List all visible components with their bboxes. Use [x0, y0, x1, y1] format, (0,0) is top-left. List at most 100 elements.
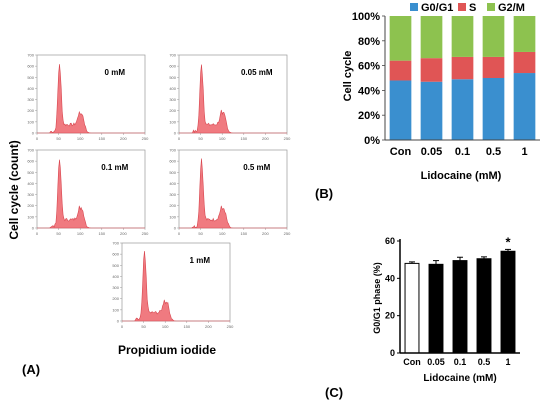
- histogram-x-tick-label: 250: [284, 136, 291, 141]
- histogram-x-tick-label: 50: [198, 136, 203, 141]
- stacked-bar-segment: [482, 78, 505, 140]
- g0g1-y-tick-label: 20: [385, 311, 395, 321]
- legend-swatch: [487, 3, 495, 11]
- g0g1-y-tick-label: 40: [385, 273, 395, 283]
- g0g1-bar: [452, 260, 468, 354]
- histogram-y-tick-label: 200: [169, 108, 176, 113]
- histogram-y-tick-label: 100: [169, 214, 176, 219]
- histogram-y-tick-label: 0: [32, 131, 35, 136]
- histogram-y-tick-label: 600: [169, 64, 176, 69]
- histogram-1: 0 100 200 300 400 500 600 700 0 50 100 150 200 250 0 m…: [27, 53, 149, 142]
- stacked-chart-y-axis-label: Cell cycle: [342, 51, 354, 102]
- stacked-bar-segment: [420, 58, 443, 82]
- histogram-y-tick-label: 0: [117, 319, 120, 324]
- histogram-area: [179, 64, 287, 134]
- histogram-y-tick-label: 200: [169, 203, 176, 208]
- histogram-frame: [121, 242, 231, 322]
- histogram-y-tick-label: 500: [27, 75, 34, 80]
- histogram-y-tick-label: 700: [112, 241, 119, 246]
- histogram-x-tick-label: 100: [77, 136, 84, 141]
- significance-marker: *: [505, 234, 511, 249]
- histogram-x-tick-label: 250: [142, 136, 149, 141]
- legend-label: G0/G1: [421, 2, 453, 14]
- histogram-y-tick-label: 600: [27, 159, 34, 164]
- histogram-y-tick-label: 600: [27, 64, 34, 69]
- stacked-y-tick-label: 20%: [358, 110, 380, 122]
- histogram-y-tick-label: 400: [112, 274, 119, 279]
- stacked-chart-x-axis-label: Lidocaine (mM): [421, 170, 502, 182]
- histogram-y-tick-label: 0: [174, 131, 177, 136]
- g0g1-bar: [476, 258, 492, 354]
- histogram-concentration-label: 0.05 mM: [241, 68, 273, 77]
- histogram-y-tick-label: 200: [27, 203, 34, 208]
- panel-label-a: (A): [22, 362, 40, 377]
- g0g1-x-tick-label: 0.05: [427, 357, 445, 367]
- histogram-x-tick-label: 150: [240, 231, 247, 236]
- stacked-bar-segment: [482, 56, 505, 78]
- histogram-y-tick-label: 0: [32, 226, 35, 231]
- histogram-y-tick-label: 300: [112, 285, 119, 290]
- stacked-y-tick-label: 40%: [358, 85, 380, 97]
- histogram-x-tick-label: 250: [142, 231, 149, 236]
- histogram-x-tick-label: 250: [284, 231, 291, 236]
- histogram-x-tick-label: 250: [227, 324, 234, 329]
- histogram-x-tick-label: 200: [120, 231, 127, 236]
- histogram-concentration-label: 0.5 mM: [243, 163, 270, 172]
- histogram-x-tick-label: 200: [262, 136, 269, 141]
- histogram-y-tick-label: 0: [174, 226, 177, 231]
- histogram-frame: [178, 149, 288, 229]
- panel-label-c: (C): [325, 385, 343, 400]
- stacked-bar-segment: [513, 73, 536, 140]
- histogram-y-tick-label: 700: [169, 53, 176, 58]
- stacked-bar-segment: [513, 51, 536, 74]
- histogram-x-tick-label: 50: [56, 231, 61, 236]
- histogram-x-tick-label: 0: [178, 136, 181, 141]
- stacked-y-tick-label: 0%: [364, 135, 380, 147]
- histogram-y-axis-label: Cell cycle (count): [7, 140, 21, 239]
- histogram-area: [37, 64, 145, 134]
- histogram-y-tick-label: 400: [27, 86, 34, 91]
- histogram-y-tick-label: 600: [112, 252, 119, 257]
- histogram-y-tick-label: 100: [169, 119, 176, 124]
- legend-label: S: [469, 2, 476, 14]
- histogram-y-tick-label: 400: [169, 181, 176, 186]
- histogram-area: [179, 158, 287, 229]
- stacked-y-tick-label: 80%: [358, 36, 380, 48]
- g0g1-bar: [428, 263, 444, 354]
- histogram-5: 0 100 200 300 400 500 600 700 0 50 100 150 200 250 1 m…: [112, 241, 234, 330]
- histogram-y-tick-label: 500: [169, 170, 176, 175]
- legend-swatch: [458, 3, 466, 11]
- g0g1-y-tick-label: 60: [385, 236, 395, 246]
- histogram-y-tick-label: 200: [27, 108, 34, 113]
- histogram-y-tick-label: 100: [27, 119, 34, 124]
- histogram-x-tick-label: 50: [56, 136, 61, 141]
- stacked-bar-segment: [389, 80, 412, 140]
- legend-swatch: [410, 3, 418, 11]
- stacked-bar-segment: [389, 60, 412, 81]
- histogram-area: [122, 250, 230, 322]
- histogram-frame: [36, 149, 146, 229]
- g0g1-bar: [500, 250, 516, 354]
- histogram-y-tick-label: 400: [27, 181, 34, 186]
- histogram-x-tick-label: 100: [77, 231, 84, 236]
- stacked-y-tick-label: 60%: [358, 61, 380, 73]
- histogram-x-tick-label: 100: [219, 136, 226, 141]
- histogram-x-tick-label: 0: [36, 231, 39, 236]
- histogram-x-tick-label: 200: [120, 136, 127, 141]
- histogram-y-tick-label: 300: [27, 192, 34, 197]
- g0g1-chart-y-axis-label: G0/G1 phase (%): [372, 262, 382, 334]
- histogram-x-tick-label: 200: [262, 231, 269, 236]
- histogram-x-tick-label: 0: [36, 136, 39, 141]
- stacked-bar-segment: [451, 79, 474, 140]
- stacked-bar-segment: [389, 16, 412, 61]
- histogram-frame: [178, 54, 288, 134]
- g0g1-bar-chart: (C) G0/G1 phase (%) Lidocaine (mM) 0 20 40…: [325, 234, 520, 400]
- histogram-2: 0 100 200 300 400 500 600 700 0 50 100 150 200 250 0.0…: [169, 53, 291, 142]
- stacked-bar-segment: [451, 56, 474, 80]
- g0g1-y-tick-label: 0: [390, 348, 395, 358]
- histogram-concentration-label: 0.1 mM: [101, 163, 128, 172]
- histogram-3: 0 100 200 300 400 500 600 700 0 50 100 150 200 250 0.1…: [27, 148, 149, 237]
- histogram-x-tick-label: 50: [141, 324, 146, 329]
- stacked-bar-segment: [513, 16, 536, 52]
